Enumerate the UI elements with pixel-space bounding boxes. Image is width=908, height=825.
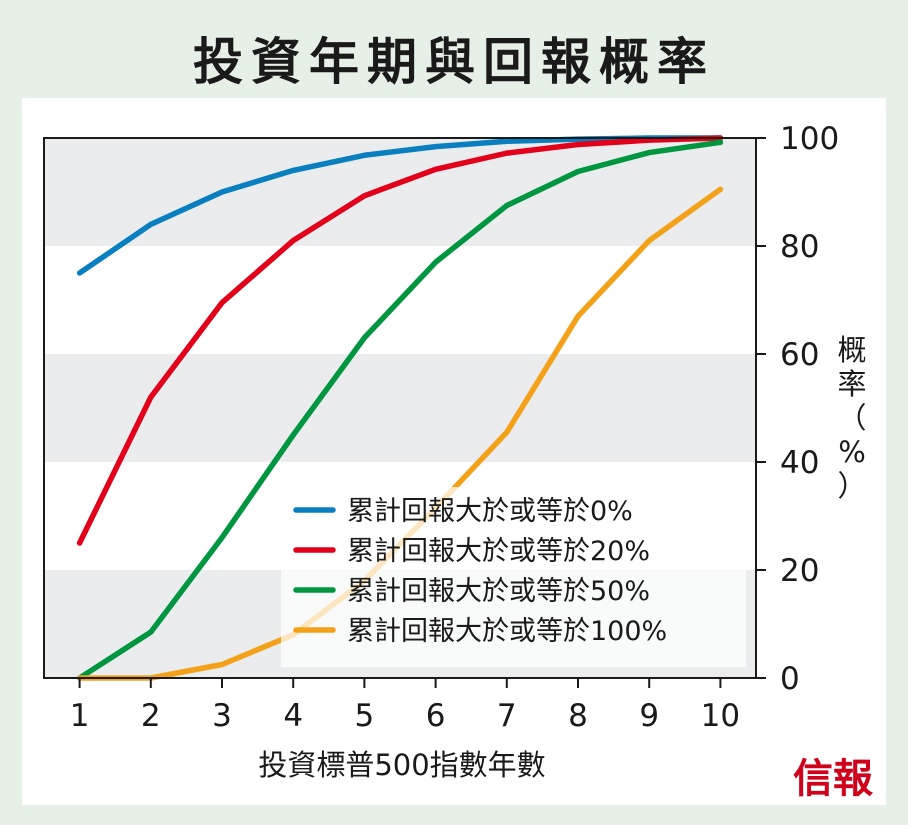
axes <box>43 137 766 688</box>
x-axis-label: 投資標普500指數年數 <box>258 748 545 782</box>
y-tick-label: 60 <box>780 337 819 373</box>
x-tick-label: 9 <box>639 698 659 734</box>
legend-label-3: 累計回報大於或等於50% <box>347 576 650 607</box>
legend-label-2: 累計回報大於或等於20% <box>347 536 650 567</box>
y-tick-label: 40 <box>780 445 819 481</box>
y-tick-label: 0 <box>780 661 800 697</box>
legend-label-1: 累計回報大於或等於0% <box>347 496 633 527</box>
brand-logo: 信報 <box>793 755 873 802</box>
legend-box <box>281 487 746 667</box>
grid-band <box>44 354 756 462</box>
legend: 累計回報大於或等於0% 累計回報大於或等於20% 累計回報大於或等於50% 累計回報大… <box>281 487 746 667</box>
x-tick-labels: 1 2 3 4 5 6 7 8 9 10 <box>70 698 740 734</box>
x-tick-label: 2 <box>141 698 161 734</box>
x-tick-label: 5 <box>355 698 375 734</box>
y-tick-label: 20 <box>780 553 819 589</box>
plot-frame <box>43 137 757 679</box>
series-line-3 <box>76 139 724 681</box>
x-tick-label: 10 <box>701 698 740 734</box>
x-tick-label: 6 <box>426 698 446 734</box>
y-tick-label: 100 <box>780 121 839 157</box>
y-tick-label: 80 <box>780 229 819 265</box>
x-tick-label: 1 <box>70 698 90 734</box>
brand-logo-text: 信報 <box>793 755 873 802</box>
x-tick-label: 4 <box>283 698 303 734</box>
page-title: 投資年期與回報概率 <box>193 33 715 91</box>
series-line-2 <box>76 135 724 546</box>
x-tick-label: 8 <box>568 698 588 734</box>
x-tick-label: 7 <box>497 698 517 734</box>
y-tick-labels: 0 20 40 60 80 100 <box>780 121 839 697</box>
x-tick-label: 3 <box>212 698 232 734</box>
legend-label-4: 累計回報大於或等於100% <box>347 616 667 647</box>
y-axis-label: 概率（%） <box>837 333 866 503</box>
